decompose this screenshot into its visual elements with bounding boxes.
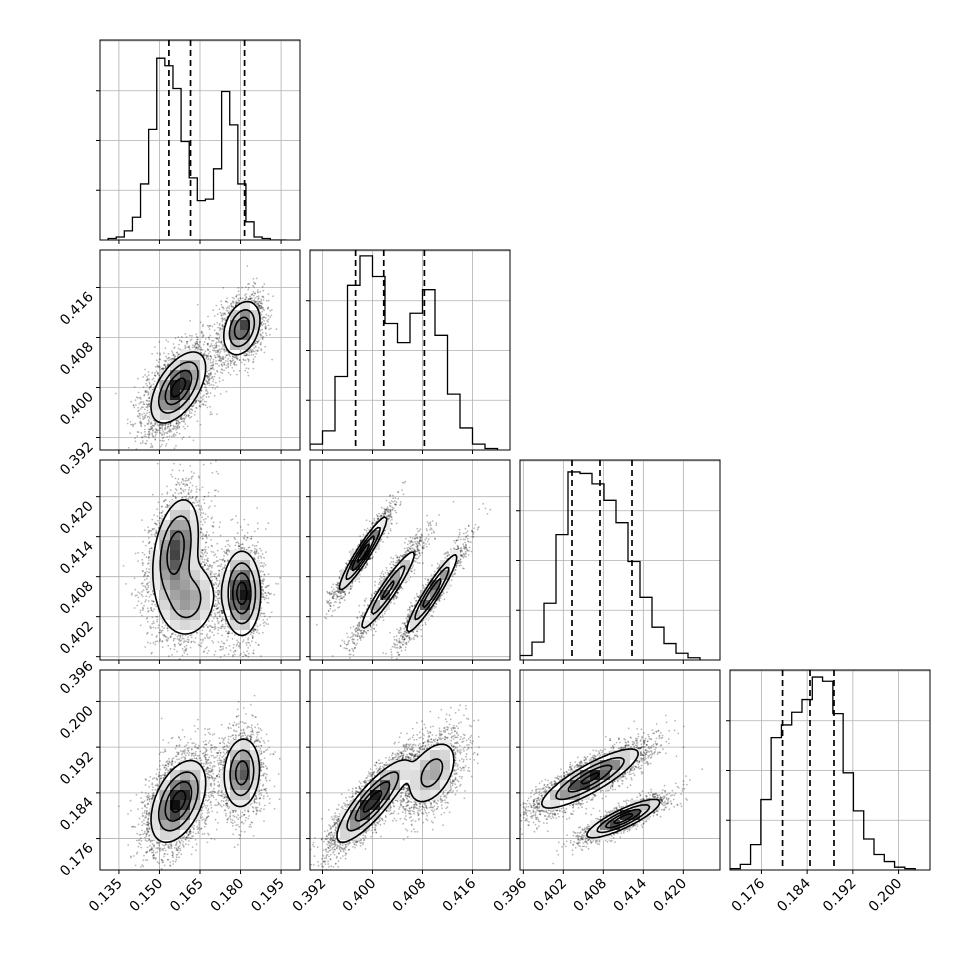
contours-2-0	[152, 499, 262, 637]
x-tick-label: 0.192	[820, 876, 860, 916]
panel-frame-1-1	[309, 249, 511, 451]
x-ticks-3-3: 0.176 0.184 0.192 0.200	[729, 870, 906, 916]
hist-y-ticks-2	[516, 510, 520, 611]
contours-3-1	[336, 743, 455, 844]
panel-frame-3-3	[729, 669, 931, 871]
x-tick-label: 0.392	[290, 876, 330, 916]
y-tick-label: 0.200	[57, 703, 97, 743]
x-ticks-0-0	[118, 240, 282, 244]
y-tick-label: 0.392	[57, 439, 97, 479]
density-panel-2-0	[122, 460, 281, 660]
density-panel-3-0	[117, 694, 281, 870]
y-ticks-1-0: 0.392 0.400 0.408 0.416	[57, 287, 100, 479]
x-tick-label: 0.150	[127, 876, 167, 916]
histogram-2	[520, 471, 701, 660]
x-tick-label: 0.416	[440, 875, 480, 915]
hist-y-ticks-1	[306, 300, 310, 401]
panel-frame-3-2	[519, 669, 721, 871]
y-tick-label: 0.408	[57, 578, 97, 618]
contours-2-1	[338, 516, 458, 633]
density-panel-1-0	[114, 265, 278, 450]
y-tick-label: 0.416	[57, 289, 97, 329]
x-tick-label: 0.195	[248, 876, 288, 916]
x-tick-label: 0.400	[340, 876, 380, 916]
y-ticks-3-0: 0.176 0.184 0.192 0.200	[57, 700, 100, 880]
x-tick-label: 0.396	[490, 875, 530, 915]
density-panel-3-2	[520, 714, 704, 865]
x-tick-label: 0.402	[530, 876, 570, 916]
panel-frame-2-1	[309, 459, 511, 661]
scatter-points-1-0	[114, 265, 278, 450]
x-tick-label: 0.420	[650, 876, 690, 916]
x-ticks-3-2: 0.396 0.402 0.408 0.414 0.420	[490, 870, 690, 915]
y-ticks-3-2	[516, 700, 520, 840]
grid-1-1	[310, 250, 510, 450]
x-ticks-2-1	[322, 660, 473, 664]
histogram-0	[107, 57, 287, 240]
y-tick-label: 0.176	[57, 840, 97, 880]
grid-2-2	[520, 460, 720, 660]
panel-frame-2-2	[519, 459, 721, 661]
y-tick-label: 0.396	[57, 658, 97, 698]
contours-1-0	[150, 300, 261, 424]
x-tick-label: 0.165	[167, 876, 207, 916]
hist-y-ticks-0	[96, 90, 100, 191]
hist2d-cells-2-0	[150, 500, 260, 630]
contours-3-0	[150, 738, 261, 844]
panel-frame-3-1	[309, 669, 511, 871]
x-ticks-1-1	[322, 450, 473, 454]
x-tick-label: 0.180	[208, 876, 248, 916]
x-tick-label: 0.414	[610, 875, 650, 915]
y-tick-label: 0.400	[57, 389, 97, 429]
x-ticks-3-0: 0.135 0.150 0.165 0.180 0.195	[86, 870, 288, 915]
histogram-3	[730, 676, 916, 870]
grid-0-0	[100, 40, 300, 240]
x-tick-label: 0.408	[390, 876, 430, 916]
x-tick-label: 0.135	[86, 876, 126, 916]
hist-y-ticks-3	[726, 720, 730, 821]
y-tick-label: 0.420	[57, 498, 97, 538]
x-ticks-1-0	[118, 450, 282, 454]
y-tick-label: 0.414	[57, 538, 97, 578]
y-tick-label: 0.192	[57, 749, 97, 789]
y-tick-label: 0.408	[57, 339, 97, 379]
x-tick-label: 0.408	[570, 876, 610, 916]
x-ticks-2-2	[522, 660, 684, 664]
x-ticks-2-0	[118, 660, 282, 664]
grid-3-3	[730, 670, 930, 870]
density-panel-2-1	[315, 480, 492, 660]
x-tick-label: 0.184	[774, 875, 814, 915]
y-tick-label: 0.402	[57, 618, 97, 658]
density-panel-3-1	[310, 704, 480, 870]
y-tick-label: 0.184	[57, 794, 97, 834]
x-tick-label: 0.200	[866, 876, 906, 916]
x-ticks-3-1: 0.392 0.400 0.408 0.416	[290, 870, 480, 916]
y-ticks-2-1	[306, 496, 310, 658]
x-tick-label: 0.176	[729, 875, 769, 915]
y-ticks-3-1	[306, 700, 310, 840]
histogram-1	[310, 255, 499, 450]
contours-3-2	[541, 748, 661, 839]
